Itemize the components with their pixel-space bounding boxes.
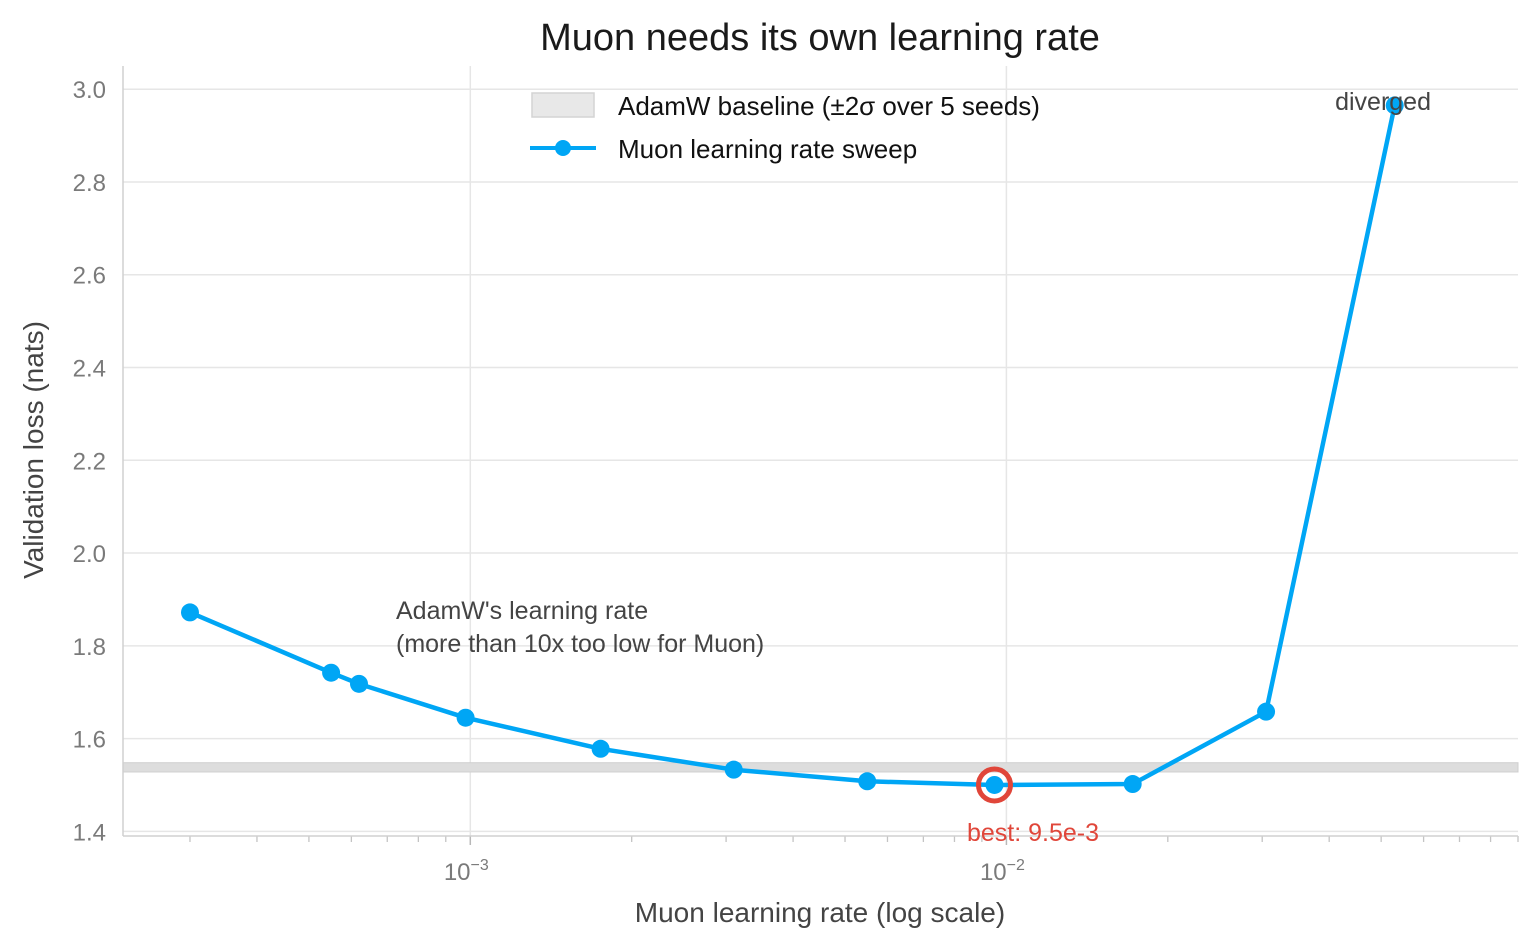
annotation-diverged: diverged	[1335, 88, 1431, 116]
y-tick-label: 1.6	[73, 727, 106, 754]
sweep-point	[724, 760, 743, 779]
legend-sweep-label: Muon learning rate sweep	[618, 134, 917, 164]
sweep-point	[985, 775, 1004, 794]
x-axis-label: Muon learning rate (log scale)	[635, 897, 1005, 928]
annotation-adamw-lr-line-2: (more than 10x too low for Muon)	[396, 630, 764, 658]
sweep-point	[322, 663, 341, 682]
axes: 1.4 1.6 1.8 2.0 2.2 2.4 2.6 2.8 3.0 10−3 10−2	[73, 66, 1519, 886]
y-axis-label: Validation loss (nats)	[18, 321, 49, 579]
sweep-point	[1385, 96, 1404, 115]
x-tick-label: 10−2	[980, 857, 1025, 886]
y-tick-label: 3.0	[73, 77, 106, 104]
series	[180, 96, 1404, 804]
annotation-adamw-lr-line-1: AdamW's learning rate	[396, 597, 648, 625]
legend-baseline-label: AdamW baseline (±2σ over 5 seeds)	[618, 91, 1040, 121]
sweep-point	[180, 603, 199, 622]
legend-baseline-swatch	[531, 92, 595, 118]
y-tick-label: 2.4	[73, 356, 106, 383]
sweep-point	[1257, 702, 1276, 721]
y-tick-label: 2.0	[73, 541, 106, 568]
sweep-point	[350, 674, 369, 693]
adamw-baseline-band	[122, 762, 1519, 773]
grid	[123, 66, 1518, 836]
legend: AdamW baseline (±2σ over 5 seeds) Muon l…	[530, 91, 1040, 164]
y-tick-label: 1.8	[73, 634, 106, 661]
best-point-ring	[975, 766, 1013, 804]
sweep-point	[456, 708, 475, 727]
best-label: best: 9.5e-3	[967, 819, 1099, 847]
y-tick-label: 2.6	[73, 263, 106, 290]
y-tick-label: 2.2	[73, 448, 106, 475]
sweep-point	[858, 772, 877, 791]
sweep-point	[591, 739, 610, 758]
chart-title: Muon needs its own learning rate	[540, 17, 1100, 59]
x-tick-label: 10−3	[444, 857, 489, 886]
y-tick-label: 2.8	[73, 170, 106, 197]
legend-sweep-marker	[555, 140, 571, 156]
sweep-point	[1123, 775, 1142, 794]
sweep-line	[187, 103, 1397, 788]
y-tick-label: 1.4	[73, 819, 106, 846]
